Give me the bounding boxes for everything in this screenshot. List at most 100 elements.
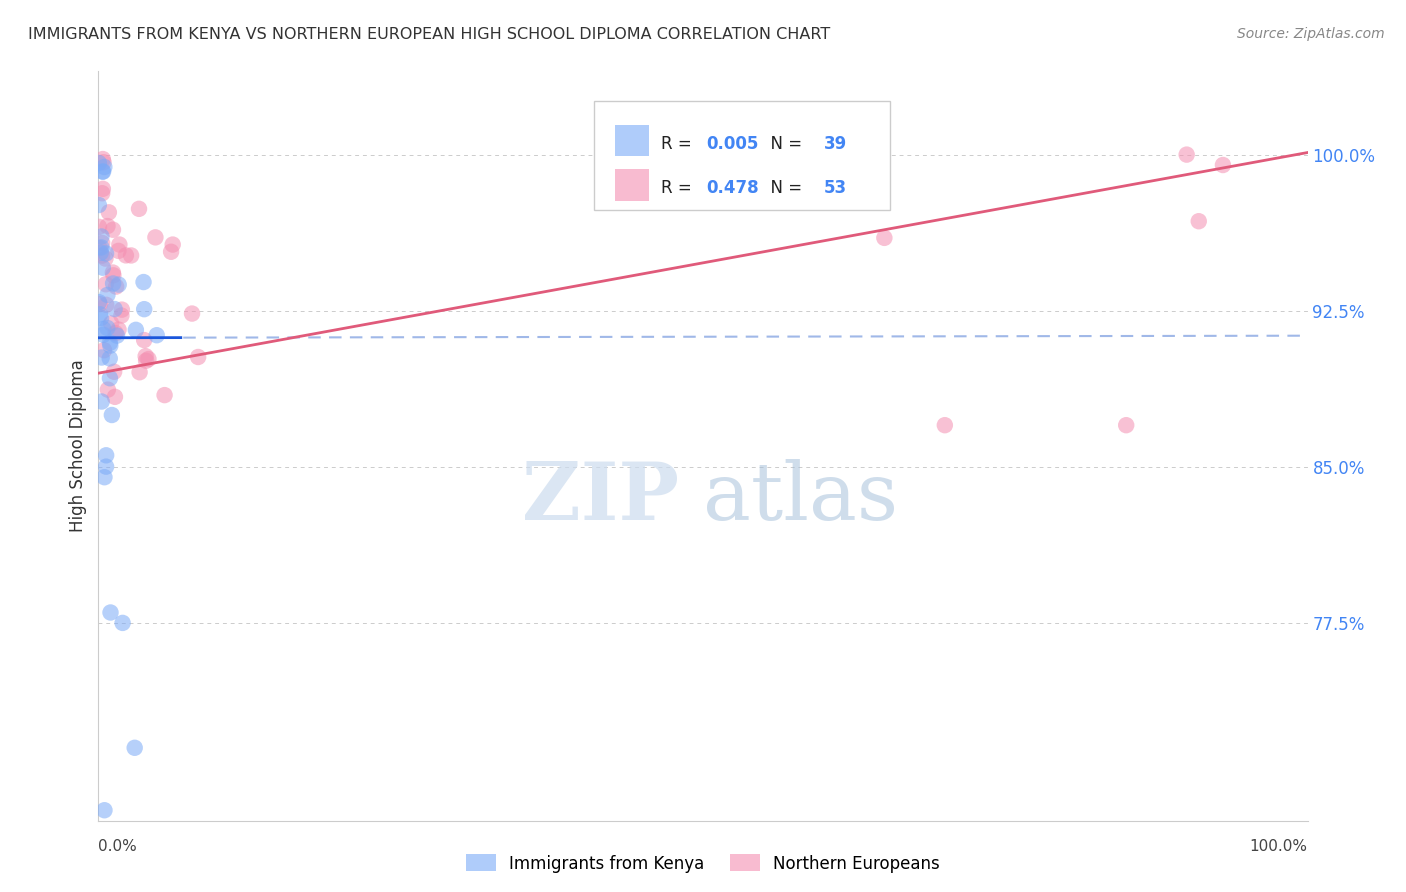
- Point: [128, 202, 150, 216]
- Point: [91, 186, 114, 201]
- Point: [187, 350, 209, 364]
- Point: [108, 237, 131, 252]
- Point: [89, 241, 111, 255]
- Point: [93, 470, 115, 484]
- Point: [96, 448, 118, 462]
- Point: [94, 252, 117, 266]
- Point: [1115, 418, 1137, 433]
- Bar: [614, 169, 648, 201]
- Text: N =: N =: [759, 135, 807, 153]
- Point: [97, 383, 120, 397]
- Point: [91, 164, 114, 178]
- Point: [132, 275, 155, 289]
- Point: [90, 351, 112, 365]
- Point: [111, 302, 134, 317]
- Point: [101, 223, 124, 237]
- Point: [93, 322, 115, 336]
- Point: [91, 248, 114, 262]
- Point: [87, 295, 110, 310]
- Point: [90, 394, 112, 409]
- Point: [89, 297, 111, 311]
- Point: [135, 349, 157, 363]
- Point: [873, 231, 896, 245]
- Point: [105, 328, 128, 343]
- Point: [100, 317, 122, 331]
- Point: [91, 182, 114, 196]
- Point: [98, 335, 121, 350]
- Point: [91, 260, 114, 275]
- Point: [181, 307, 204, 321]
- Point: [93, 803, 115, 817]
- Text: 0.0%: 0.0%: [98, 838, 138, 854]
- Point: [87, 156, 110, 170]
- Point: [162, 237, 184, 252]
- Point: [97, 205, 120, 219]
- Point: [91, 235, 114, 250]
- Point: [93, 155, 115, 169]
- Text: 100.0%: 100.0%: [1250, 838, 1308, 854]
- Point: [101, 277, 124, 291]
- Point: [104, 301, 127, 316]
- Text: R =: R =: [661, 179, 697, 197]
- Point: [153, 388, 176, 402]
- Point: [98, 371, 121, 385]
- Point: [1188, 214, 1211, 228]
- Point: [105, 279, 128, 293]
- Text: IMMIGRANTS FROM KENYA VS NORTHERN EUROPEAN HIGH SCHOOL DIPLOMA CORRELATION CHART: IMMIGRANTS FROM KENYA VS NORTHERN EUROPE…: [28, 27, 831, 42]
- Point: [93, 160, 115, 174]
- Point: [100, 606, 122, 620]
- Point: [104, 390, 127, 404]
- Text: ZIP: ZIP: [522, 459, 679, 538]
- Point: [135, 353, 157, 368]
- Text: atlas: atlas: [703, 459, 898, 538]
- Point: [96, 219, 118, 233]
- Y-axis label: High School Diploma: High School Diploma: [69, 359, 87, 533]
- Point: [87, 198, 110, 212]
- Point: [1175, 147, 1198, 161]
- Point: [1212, 158, 1234, 172]
- Point: [91, 164, 114, 178]
- Point: [107, 323, 129, 337]
- Point: [93, 343, 115, 358]
- Point: [91, 152, 114, 166]
- Text: Source: ZipAtlas.com: Source: ZipAtlas.com: [1237, 27, 1385, 41]
- Point: [110, 309, 132, 323]
- Point: [90, 310, 112, 325]
- Point: [91, 327, 114, 342]
- Legend: Immigrants from Kenya, Northern Europeans: Immigrants from Kenya, Northern European…: [460, 847, 946, 880]
- Point: [87, 219, 110, 234]
- Text: 0.005: 0.005: [707, 135, 759, 153]
- Point: [90, 245, 112, 260]
- Point: [138, 352, 160, 367]
- Point: [120, 248, 142, 262]
- Point: [124, 740, 146, 755]
- Point: [115, 248, 138, 262]
- Point: [125, 323, 148, 337]
- Point: [107, 277, 129, 292]
- Point: [96, 288, 118, 302]
- Point: [96, 298, 118, 312]
- Text: 0.478: 0.478: [707, 179, 759, 197]
- Point: [934, 418, 956, 433]
- Point: [111, 615, 134, 630]
- Point: [96, 321, 118, 335]
- Point: [90, 229, 112, 244]
- Text: 39: 39: [824, 135, 848, 153]
- Point: [145, 328, 167, 343]
- Point: [128, 365, 150, 379]
- Point: [160, 244, 183, 259]
- Point: [98, 338, 121, 352]
- Point: [134, 333, 156, 347]
- Text: N =: N =: [759, 179, 807, 197]
- Point: [145, 230, 167, 244]
- Point: [101, 266, 124, 280]
- Point: [103, 268, 125, 283]
- Point: [98, 351, 121, 366]
- Point: [134, 302, 156, 317]
- FancyBboxPatch shape: [595, 102, 890, 210]
- Point: [89, 307, 111, 321]
- Point: [101, 408, 124, 422]
- Bar: [614, 125, 648, 156]
- Point: [94, 277, 117, 292]
- Point: [107, 244, 129, 258]
